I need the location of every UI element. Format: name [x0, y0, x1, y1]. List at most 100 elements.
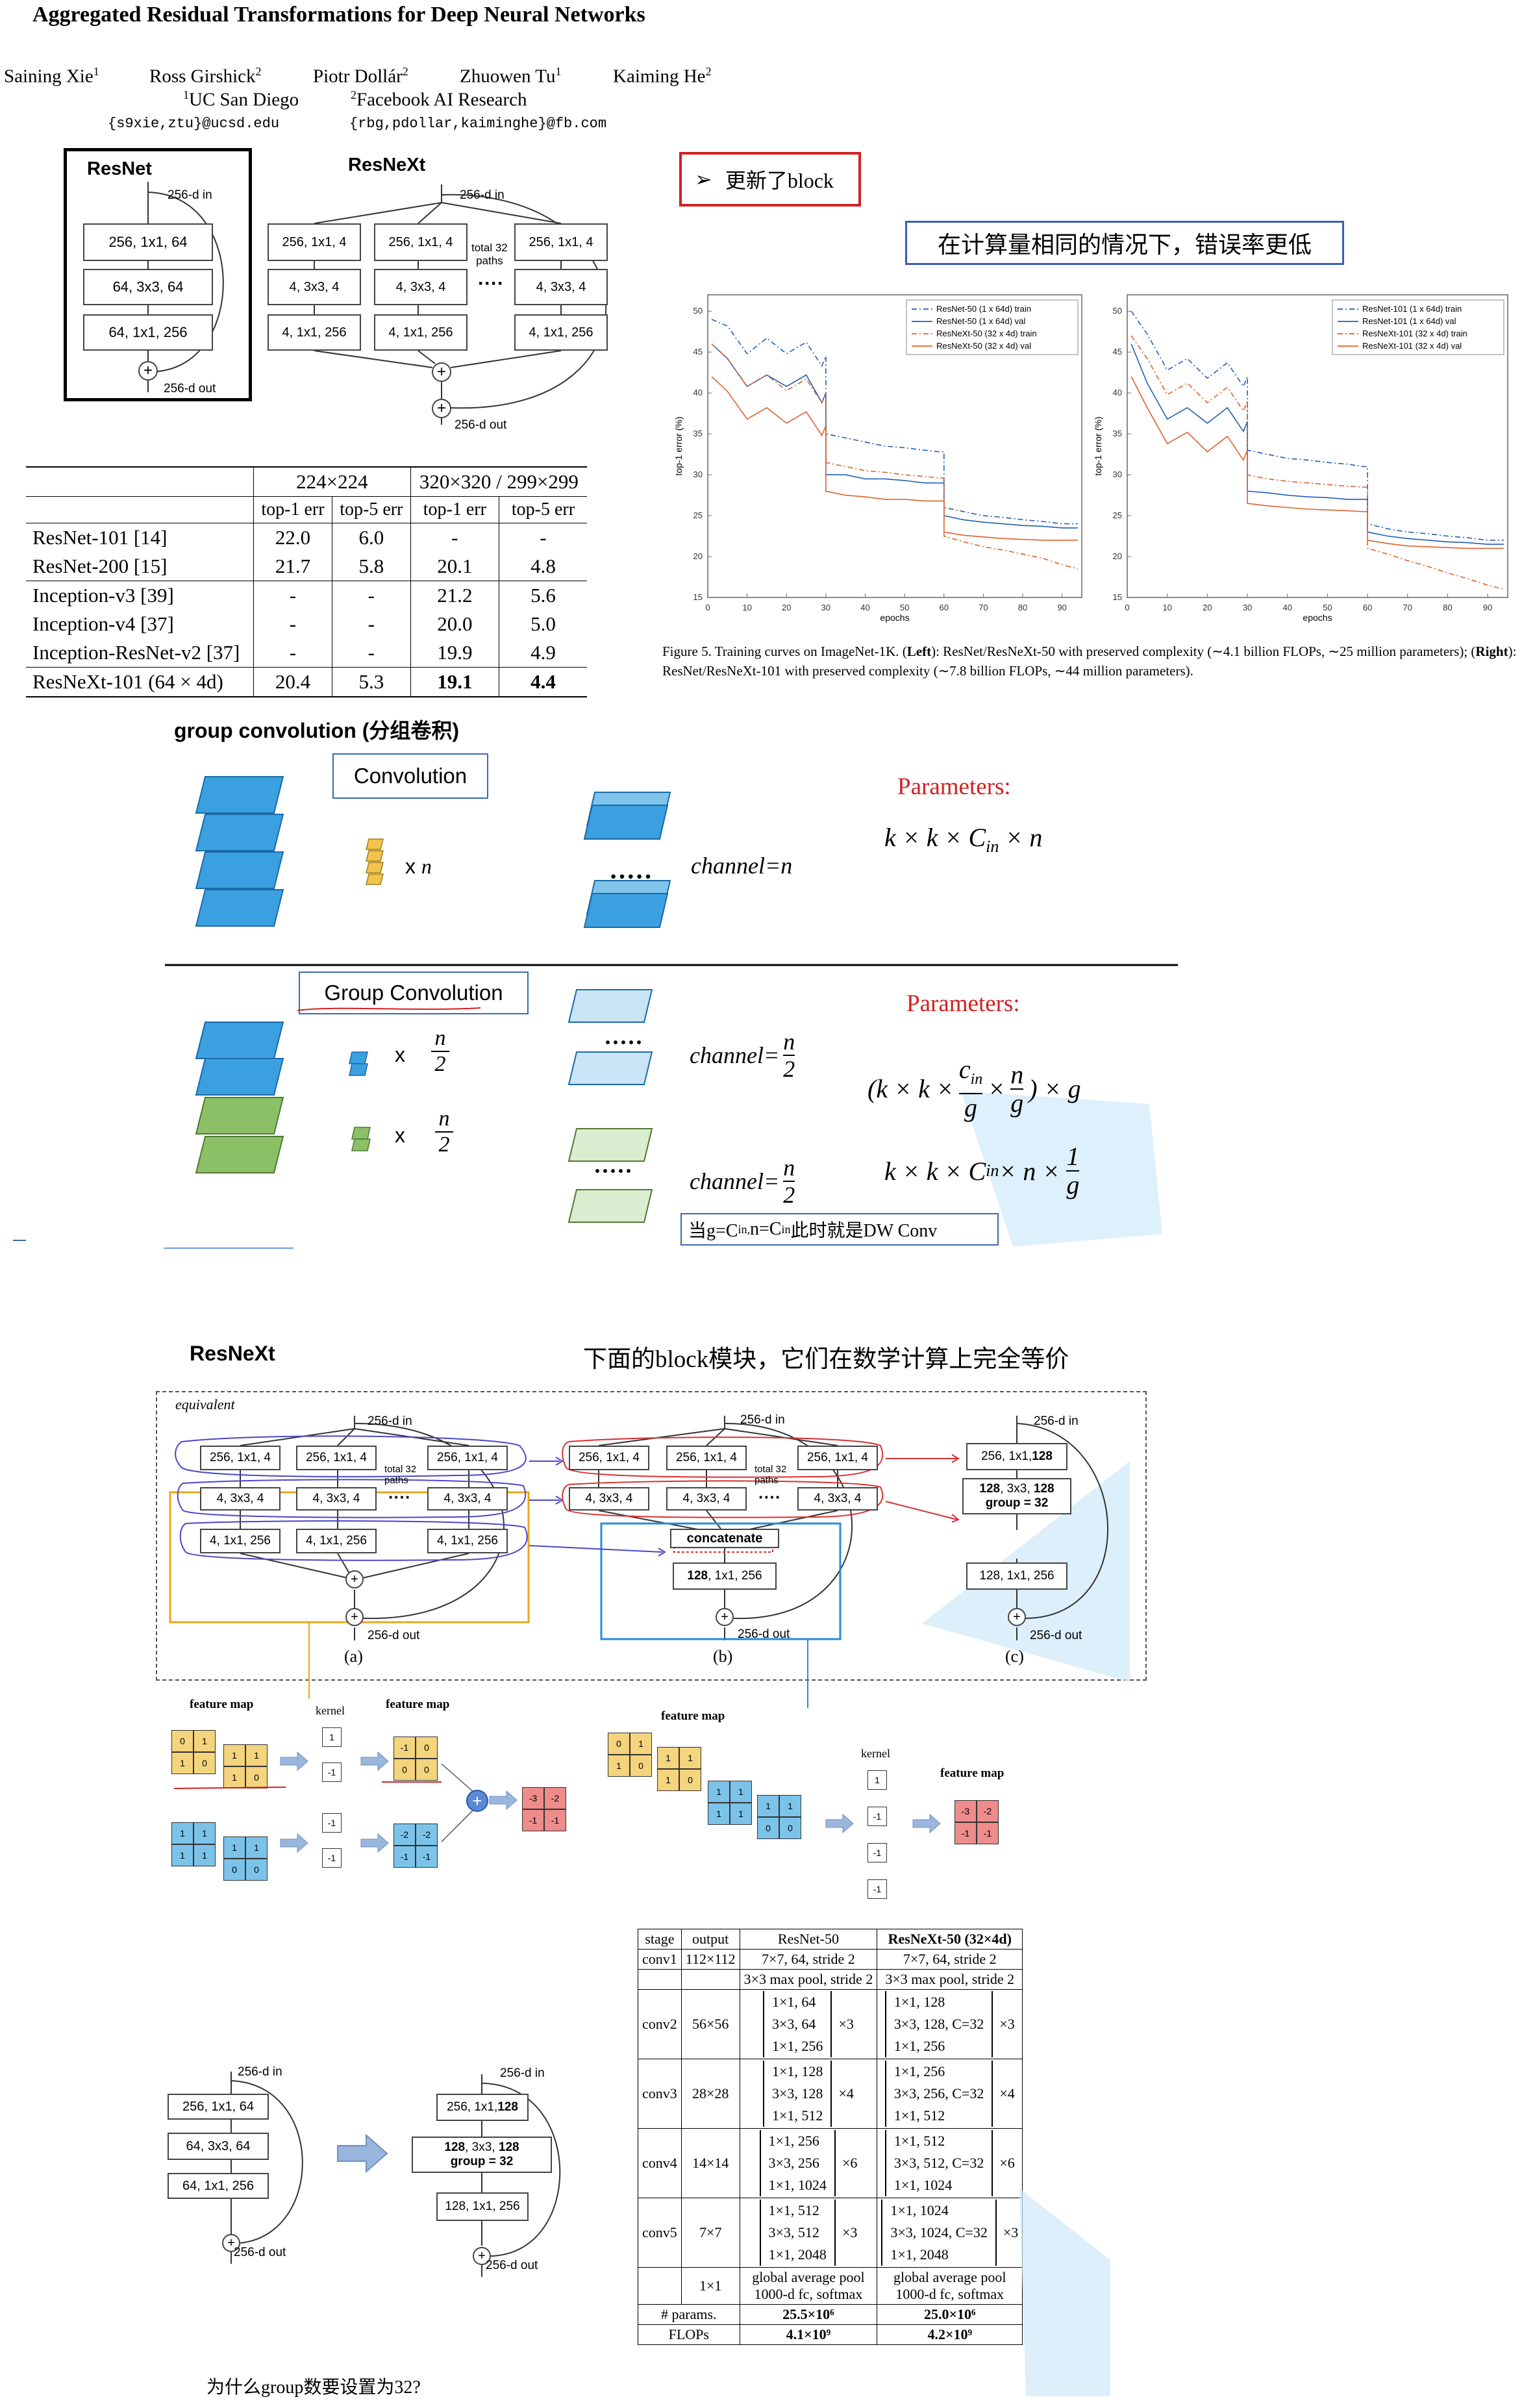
error-cell: -	[253, 581, 332, 610]
block-line: 1×1, 2048	[890, 2246, 949, 2263]
pool-cell: 3×3 max pool, stride 2	[739, 1969, 878, 1990]
equiv-a-out: 256-d out	[368, 1629, 420, 1642]
caption-a: (a)	[344, 1647, 363, 1666]
equiv-c-add-icon: +	[1008, 1608, 1026, 1626]
caption-b: (b)	[713, 1647, 733, 1666]
bottom-right-add-icon: +	[473, 2247, 491, 2265]
legend-entry: ResNeXt-50 (32 x 4d) train	[936, 329, 1037, 338]
results-row: ResNet-101 [14] 22.0 6.0- -	[26, 523, 587, 552]
input-cell-blue: 1	[757, 1795, 779, 1817]
x-n-label: x n	[405, 855, 432, 878]
equiv-a-residual-icon: +	[345, 1608, 364, 1626]
resnext-final-cell: global average pool 1000-d fc, softmax	[877, 2267, 1023, 2305]
x-tick-label: 90	[1483, 603, 1492, 612]
input-cell-yellow: 0	[679, 1769, 701, 1791]
x-tick-label: 90	[1057, 603, 1066, 612]
error-cell: 20.0	[410, 610, 499, 638]
input-cell-blue: 0	[223, 1859, 245, 1881]
equivalence-note: 下面的block模块，它们在数学计算上完全等价	[583, 1346, 1069, 1373]
block-multiplier: ×3	[842, 2224, 858, 2240]
y-tick-label: 20	[1113, 551, 1122, 561]
equiv-b-out: 256-d out	[738, 1627, 790, 1641]
kernel-cell: 1	[322, 1727, 342, 1747]
error-cell: 19.9	[410, 638, 499, 668]
author: Ross Girshick2	[149, 65, 262, 87]
output-ellipsis: ·····	[604, 1029, 643, 1055]
block-line: 1×1, 512	[893, 2133, 945, 2149]
legend-box	[906, 299, 1079, 355]
input-cell-yellow: 1	[630, 1733, 652, 1755]
resnext-out-label: 256-d out	[455, 418, 507, 432]
x-tick-label: 30	[821, 603, 830, 612]
input-cell-blue: 0	[779, 1817, 801, 1839]
model-name-cell: ResNeXt-101 (64 × 4d)	[26, 667, 254, 696]
results-row: ResNeXt-101 (64 × 4d) 20.4 5.3 19.1 4.4	[26, 667, 587, 696]
kernel-cell: -1	[322, 1762, 342, 1782]
arch-row: conv4 14×14 1×1, 256 3×3, 256 1×1, 1024 ×6 1×1…	[638, 2128, 1023, 2198]
input-cell-yellow: 1	[193, 1730, 216, 1752]
x-tick-label: 60	[940, 603, 949, 612]
series-line	[1130, 335, 1504, 590]
equiv-c-out: 256-d out	[1030, 1629, 1082, 1642]
equiv-c-in: 256-d in	[1034, 1414, 1079, 1428]
input-cell-yellow: 1	[608, 1755, 630, 1777]
output-cell-yellow: -1	[393, 1737, 416, 1759]
block-line: 1×1, 2048	[768, 2246, 827, 2263]
bottom-connections	[231, 2072, 561, 2277]
params-label-cell: # params.	[638, 2304, 740, 2325]
error-cell: 4.9	[530, 641, 556, 664]
bottom-left-add-icon: +	[222, 2234, 240, 2252]
resnext-in-label: 256-d in	[460, 188, 505, 202]
block-line: 1×1, 256	[768, 2133, 819, 2149]
output-cell-red: -3	[955, 1800, 977, 1822]
chart-resnet101: 0 10 20 30 40 50 60 70 80 901520253035404550epoch…	[1093, 294, 1508, 623]
block-line: 3×3, 512, C=32	[893, 2155, 984, 2171]
x-tick-label: 50	[900, 603, 909, 612]
group-convolution-label: Group Convolution	[299, 972, 529, 1014]
resnext-path32-l2: 4, 3x3, 4	[514, 269, 608, 305]
bottom-left-l3: 64, 1x1, 256	[168, 2173, 269, 2199]
kernel-cell: -1	[322, 1848, 342, 1868]
bottom-right-in: 256-d in	[500, 2066, 545, 2080]
caption-c: (c)	[1005, 1647, 1024, 1666]
resnext-path1-l2: 4, 3x3, 4	[268, 269, 361, 305]
y-axis-label: top-1 error (%)	[1093, 416, 1103, 475]
block-bracket: 1×1, 128 3×3, 128, C=32 1×1, 256	[884, 1991, 993, 2057]
legend-entry: ResNeXt-101 (32 x 4d) val	[1362, 341, 1462, 351]
block-line: 1×1, 256	[893, 2063, 945, 2079]
x-tick-label: 0	[1125, 603, 1129, 612]
results-table: 224×224 320×320 / 299×299 top-1 err top-…	[26, 468, 587, 696]
x-tick-label: 80	[1443, 603, 1452, 612]
bottom-right-l1: 256, 1x1, 128	[436, 2094, 529, 2121]
legend-entry: ResNeXt-50 (32 x 4d) val	[936, 341, 1031, 351]
legend-entry: ResNet-50 (1 x 64d) train	[936, 304, 1031, 314]
resnet-out-label: 256-d out	[164, 382, 216, 395]
kernel-cell: 1	[867, 1770, 887, 1790]
why-32-note: 为什么group数要设置为32?	[206, 2377, 421, 2398]
input-cell-blue: 1	[193, 1844, 216, 1866]
block-line: 1×1, 1024	[893, 2177, 953, 2193]
resnext-block-cell: 1×1, 1024 3×3, 1024, C=32 1×1, 2048 ×3	[877, 2198, 1023, 2268]
dw-conv-note: 当g=C in, n=C in 此时就是DW Conv	[680, 1213, 999, 1246]
subheader: top-1 err	[410, 496, 499, 523]
output-cell-blue: -2	[416, 1824, 438, 1846]
x-axis-label: epochs	[1303, 612, 1332, 623]
params-label-2: Parameters:	[906, 990, 1020, 1017]
block-bracket: 1×1, 128 3×3, 128 1×1, 512	[763, 2061, 832, 2127]
affiliation-2: 2Facebook AI Research	[351, 88, 527, 110]
equivalence-frame	[156, 1391, 1147, 1681]
block-line: 1×1, 512	[768, 2202, 819, 2218]
legend-entry: ResNet-101 (1 x 64d) val	[1362, 316, 1456, 326]
arch-output-cell: 28×28	[680, 2059, 740, 2129]
flops-label-cell: FLOPs	[638, 2324, 740, 2345]
series-line	[1130, 310, 1504, 541]
group-conv-illustration	[13, 776, 1178, 1249]
equiv-a-add-icon: +	[345, 1570, 364, 1588]
error-cell: 20.1	[410, 552, 499, 581]
block-line: 1×1, 128	[772, 2063, 823, 2079]
output-cell-red: -2	[544, 1787, 566, 1809]
results-row: Inception-v3 [39] - -21.2 5.6	[26, 581, 587, 610]
x-tick-label: 70	[979, 603, 988, 612]
error-cell: 5.0	[530, 612, 556, 635]
arch-header-cell: stage	[638, 1929, 682, 1950]
